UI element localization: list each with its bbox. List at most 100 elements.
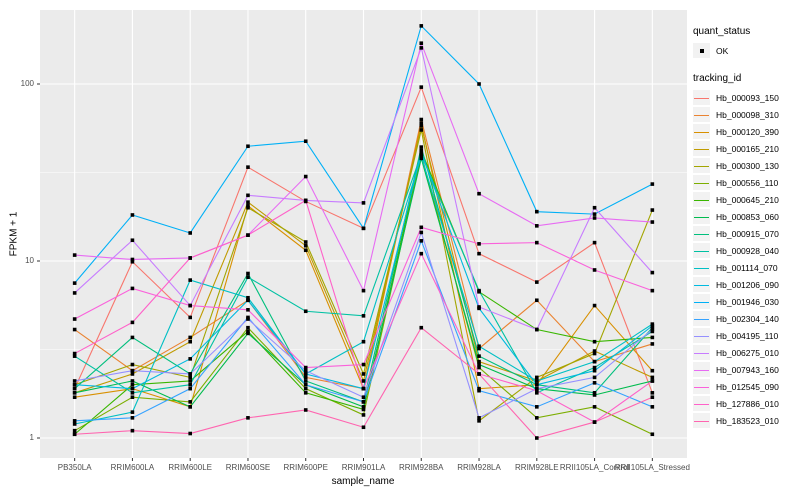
data-point <box>535 382 539 387</box>
line-swatch-icon <box>693 90 710 105</box>
legend-item: Hb_000165_210 <box>693 140 799 157</box>
x-tick-label: RRIM600LE <box>168 463 212 472</box>
x-axis-title: sample_name <box>331 476 395 487</box>
data-point <box>72 379 77 383</box>
x-tick-label: RRIM600LA <box>110 463 155 472</box>
legend-label: Hb_000165_210 <box>716 143 779 154</box>
data-point <box>72 382 77 387</box>
data-point <box>72 395 77 400</box>
legend-item: Hb_183523_010 <box>693 412 799 429</box>
data-point <box>650 391 655 395</box>
data-point <box>419 230 424 235</box>
legend-label: Hb_000098_310 <box>716 109 779 120</box>
legend-item: Hb_000093_150 <box>693 89 799 106</box>
data-point <box>535 416 539 420</box>
legend-item: Hb_002304_140 <box>693 310 799 327</box>
data-point <box>592 420 597 424</box>
data-point <box>592 303 597 308</box>
line-swatch-icon <box>693 124 710 139</box>
data-point <box>188 375 192 380</box>
data-point <box>246 325 250 330</box>
point-marker-icon <box>693 43 710 58</box>
legend-item: Hb_012545_090 <box>693 378 799 395</box>
data-point <box>303 243 308 248</box>
legend-label: Hb_000928_040 <box>716 245 779 256</box>
data-point <box>419 41 424 46</box>
legend-item: Hb_000853_060 <box>693 208 799 225</box>
data-point <box>130 320 135 325</box>
data-point <box>130 259 135 264</box>
legend-item: Hb_007943_160 <box>693 361 799 378</box>
data-point <box>592 381 597 385</box>
legend-item: Hb_000120_390 <box>693 123 799 140</box>
data-point <box>303 391 308 395</box>
data-point <box>303 372 308 376</box>
legend-label: Hb_000120_390 <box>716 126 779 137</box>
legend-tracking-id: tracking_id Hb_000093_150 Hb_000098_310 Hb… <box>693 73 799 429</box>
data-point <box>535 209 539 214</box>
data-point <box>130 368 135 373</box>
data-point <box>72 281 77 285</box>
data-point <box>361 379 366 383</box>
data-point <box>535 375 539 380</box>
data-point <box>72 253 77 257</box>
line-swatch-icon <box>693 107 710 122</box>
data-point <box>246 275 250 279</box>
data-point <box>592 393 597 397</box>
data-point <box>72 327 77 332</box>
data-point <box>361 314 366 318</box>
data-point <box>592 368 597 373</box>
legend-item: Hb_000928_040 <box>693 242 799 259</box>
data-point <box>361 405 366 409</box>
line-swatch-icon <box>693 243 710 258</box>
data-point <box>535 436 539 440</box>
data-point <box>130 362 135 367</box>
data-point <box>130 238 135 243</box>
data-point <box>130 428 135 433</box>
data-point <box>72 354 77 358</box>
data-point <box>188 357 192 361</box>
legend-item: Hb_000300_130 <box>693 157 799 174</box>
data-point <box>188 382 192 387</box>
data-point <box>650 329 655 334</box>
data-point <box>72 291 77 295</box>
data-point <box>650 182 655 186</box>
legend-label: Hb_183523_010 <box>716 415 779 426</box>
data-point <box>477 305 481 309</box>
data-point <box>650 288 655 293</box>
data-point <box>650 432 655 437</box>
data-point <box>650 375 655 380</box>
data-point <box>246 233 250 237</box>
data-point <box>303 139 308 144</box>
data-point <box>419 156 424 161</box>
data-point <box>592 391 597 395</box>
data-point <box>535 379 539 383</box>
data-point <box>188 339 192 344</box>
data-point <box>419 117 424 122</box>
x-tick-label: RRIM901LA <box>341 463 386 472</box>
data-point <box>246 329 250 334</box>
data-point <box>246 271 250 276</box>
legend-label: Hb_000556_110 <box>716 177 779 188</box>
legend-item: Hb_000556_110 <box>693 174 799 191</box>
legend-label: Hb_000300_130 <box>716 160 779 171</box>
x-tick-label: RRIM600PE <box>283 463 328 472</box>
data-point <box>477 419 481 423</box>
line-swatch-icon <box>693 345 710 360</box>
data-point <box>303 368 308 373</box>
data-point <box>650 379 655 383</box>
data-point <box>361 339 366 344</box>
data-point <box>419 46 424 50</box>
data-point <box>361 407 366 412</box>
data-point <box>72 422 77 426</box>
data-point <box>303 198 308 203</box>
data-point <box>592 365 597 370</box>
data-point <box>130 335 135 340</box>
data-point <box>72 317 77 321</box>
legend-label: Hb_006275_010 <box>716 347 779 358</box>
legend-item: Hb_000098_310 <box>693 106 799 123</box>
data-point <box>477 251 481 256</box>
y-tick-label: 10 <box>25 256 34 265</box>
data-point <box>592 351 597 356</box>
